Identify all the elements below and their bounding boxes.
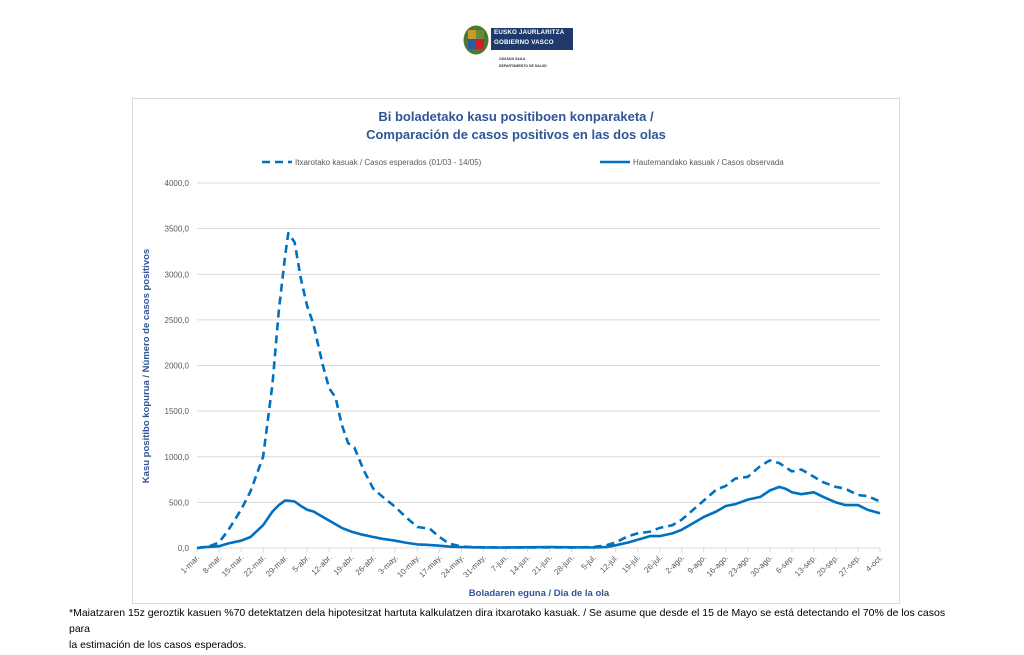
x-tick-label: 5-jul. bbox=[579, 553, 598, 572]
x-tick-label: 19-jul. bbox=[620, 553, 642, 575]
org-name-spanish: GOBIERNO VASCO bbox=[494, 39, 554, 46]
legend-label: Hautemandako kasuak / Casos observada bbox=[633, 158, 784, 167]
y-axis-label: Kasu positibo kopurua / Número de casos … bbox=[141, 249, 152, 483]
x-axis-label: Boladaren eguna / Dia de la ola bbox=[469, 588, 610, 599]
x-tick-label: 24-may. bbox=[439, 553, 465, 579]
y-tick-label: 1500,0 bbox=[165, 407, 190, 416]
x-tick-label: 4-oct. bbox=[864, 553, 885, 574]
gridlines bbox=[197, 182, 880, 549]
x-tick-label: 29-mar. bbox=[264, 553, 290, 579]
x-tick-label: 20-sep. bbox=[815, 553, 840, 578]
x-tick-label: 2-ago. bbox=[664, 553, 686, 575]
x-axis-ticks: 1-mar. 8-mar.15-mar.22-mar.29-mar. 5-abr.1… bbox=[179, 548, 884, 579]
x-tick-label: 19-abr. bbox=[332, 553, 356, 577]
y-tick-label: 3000,0 bbox=[165, 270, 190, 279]
x-tick-label: 12-jul. bbox=[598, 553, 620, 575]
org-name-basque: EUSKO JAURLARITZA bbox=[494, 29, 565, 36]
x-tick-label: 16-ago. bbox=[705, 553, 731, 579]
x-tick-label: 26-jul. bbox=[642, 553, 664, 575]
x-tick-label: 23-ago. bbox=[727, 553, 753, 579]
coat-of-arms-icon bbox=[463, 25, 489, 55]
x-tick-label: 30-ago. bbox=[749, 553, 775, 579]
chart-frame bbox=[132, 98, 900, 604]
y-tick-label: 2000,0 bbox=[165, 362, 190, 371]
y-tick-label: 500,0 bbox=[169, 498, 190, 507]
department-basque: OSASUN SAILA bbox=[499, 57, 526, 61]
x-tick-label: 10-may. bbox=[395, 553, 421, 579]
y-tick-label: 4000,0 bbox=[165, 179, 190, 188]
department-spanish: DEPARTAMENTO DE SALUD bbox=[499, 64, 547, 68]
x-tick-label: 1-mar. bbox=[179, 553, 201, 575]
x-tick-label: 22-mar. bbox=[242, 553, 268, 579]
x-tick-label: 14-jun. bbox=[508, 553, 532, 577]
footnote-line-2: la estimación de los casos esperados. bbox=[69, 639, 247, 651]
y-tick-label: 3500,0 bbox=[165, 225, 190, 234]
series-expected-line bbox=[196, 231, 881, 550]
x-tick-label: 27-sep. bbox=[837, 553, 862, 578]
series-lines bbox=[196, 231, 881, 550]
y-axis-ticks: 0,0 500,0 1000,0 1500,0 2000,0 2500,0 3000,0 35… bbox=[165, 179, 190, 553]
legend-label: Itxarotako kasuak / Casos esperados (01/… bbox=[295, 158, 482, 167]
gobierno-vasco-logo: EUSKO JAURLARITZA GOBIERNO VASCO OSASUN … bbox=[463, 25, 583, 70]
y-tick-label: 0,0 bbox=[178, 544, 190, 553]
chart-subtitle: Comparación de casos positivos en las do… bbox=[366, 127, 666, 142]
footnote: *Maiatzaren 15z geroztik kasuen %70 dete… bbox=[69, 605, 969, 653]
legend: Itxarotako kasuak / Casos esperados (01/… bbox=[262, 158, 784, 167]
x-tick-label: 13-sep. bbox=[793, 553, 818, 578]
series-observed-line bbox=[196, 485, 881, 550]
x-tick-label: 31-may. bbox=[461, 553, 487, 579]
x-tick-label: 7-jun. bbox=[489, 553, 510, 574]
chart-title: Bi boladetako kasu positiboen konparaket… bbox=[378, 109, 654, 124]
y-tick-label: 2500,0 bbox=[165, 316, 190, 325]
x-tick-label: 28-jun. bbox=[552, 553, 576, 577]
x-tick-label: 17-may. bbox=[417, 553, 443, 579]
x-tick-label: 21-jun. bbox=[530, 553, 554, 577]
org-name-banner: EUSKO JAURLARITZA GOBIERNO VASCO bbox=[491, 28, 573, 50]
chart-title-block: Bi boladetako kasu positiboen konparaket… bbox=[132, 108, 900, 144]
y-tick-label: 1000,0 bbox=[165, 453, 190, 462]
x-tick-label: 15-mar. bbox=[220, 553, 246, 579]
footnote-line-1: *Maiatzaren 15z geroztik kasuen %70 dete… bbox=[69, 607, 946, 635]
x-tick-label: 26-abr. bbox=[354, 553, 378, 577]
x-tick-label: 12-abr. bbox=[310, 553, 334, 577]
